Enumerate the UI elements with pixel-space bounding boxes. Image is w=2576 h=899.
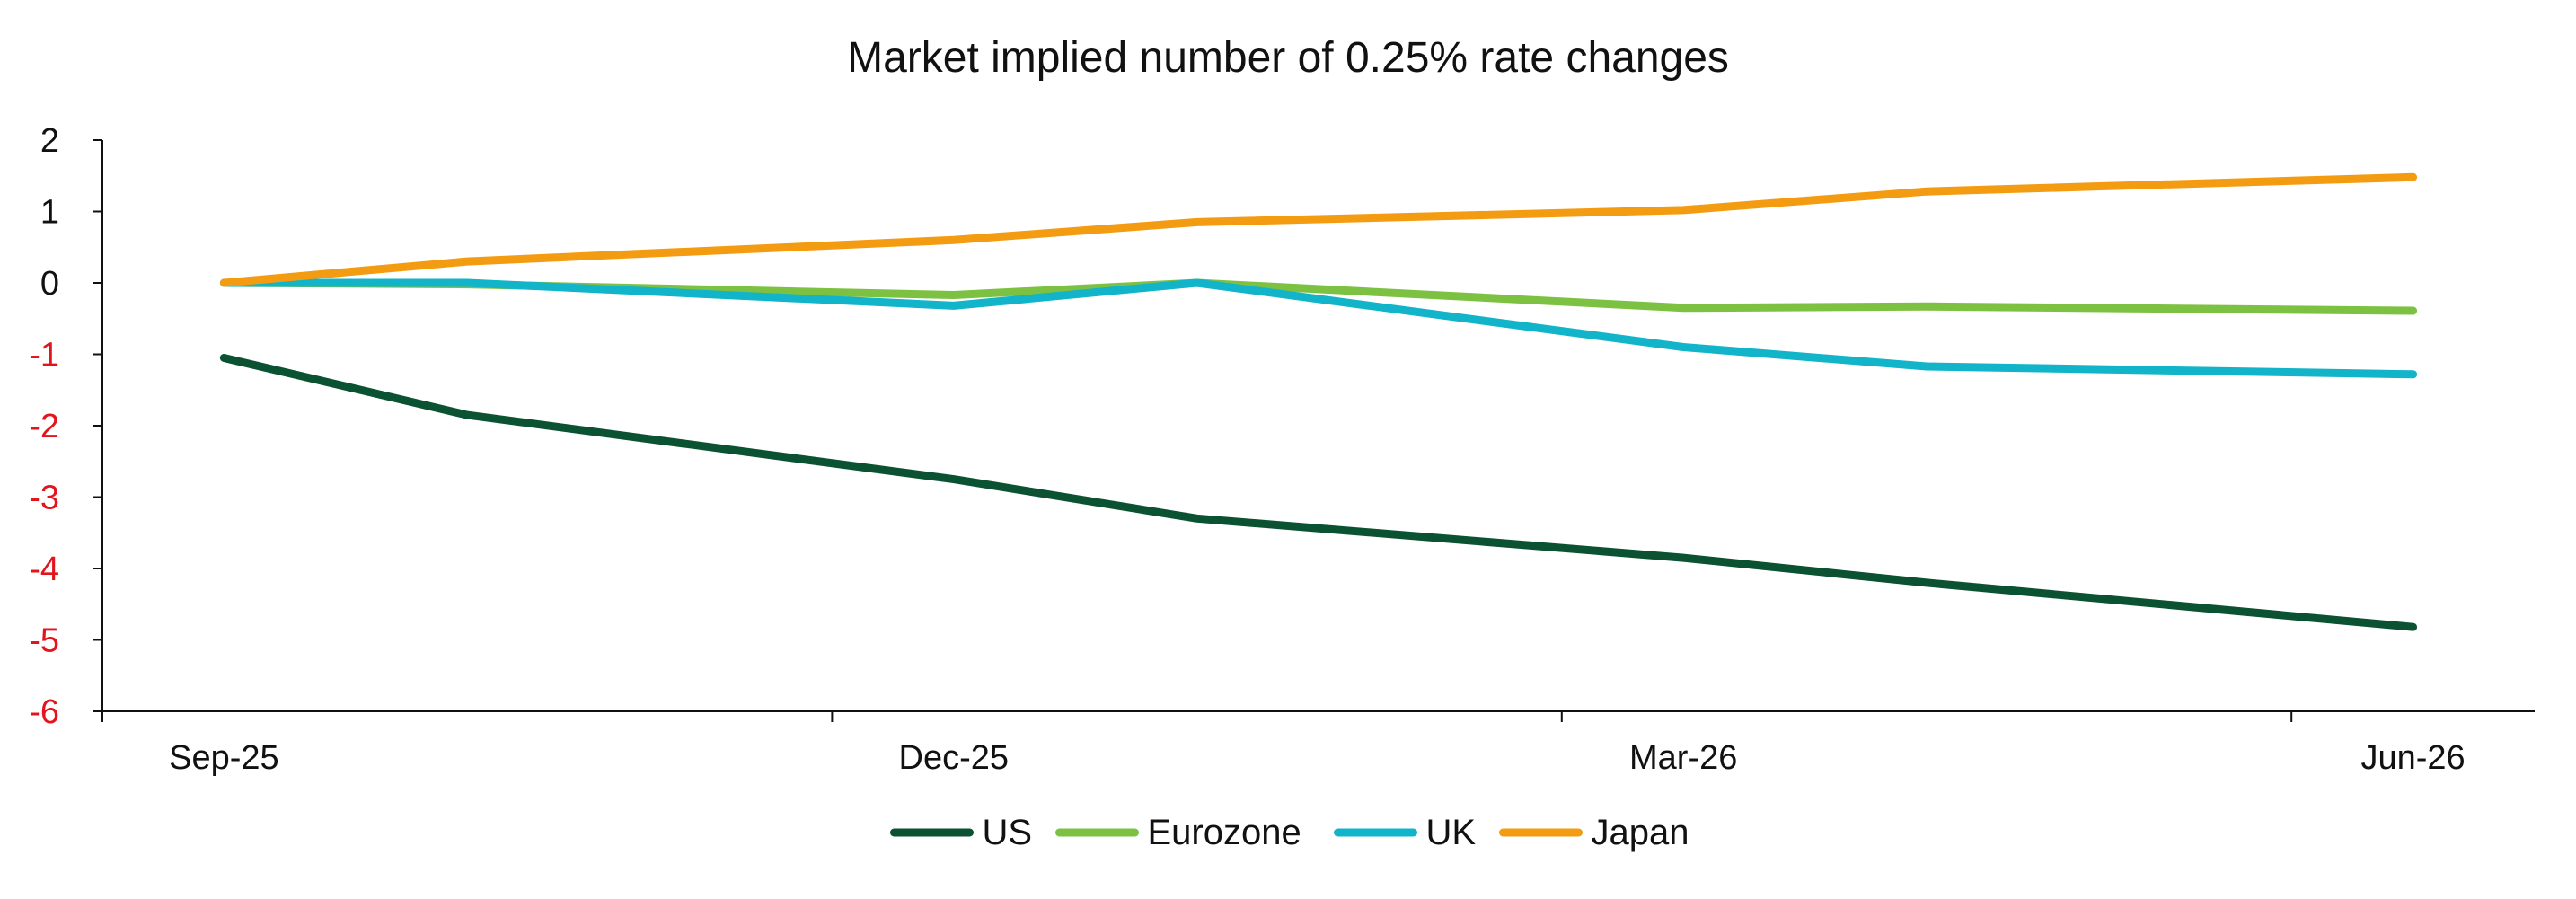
legend-item-uk: UK xyxy=(1334,813,1477,852)
series-line-japan xyxy=(219,172,2418,287)
legend-item-eurozone: Eurozone xyxy=(1055,813,1301,852)
y-tick-label: -2 xyxy=(29,408,59,445)
x-tick-label: Sep-25 xyxy=(169,739,279,777)
legend-label: US xyxy=(983,813,1033,852)
y-tick-label: 0 xyxy=(40,265,59,303)
x-tick-label: Jun-26 xyxy=(2360,739,2465,777)
y-tick-label: -4 xyxy=(29,551,59,588)
y-tick-label: 1 xyxy=(40,194,59,232)
y-tick-label: -6 xyxy=(29,693,59,731)
legend: US Eurozone UK Japan xyxy=(890,813,1689,852)
legend-item-us: US xyxy=(890,813,1033,852)
chart-title: Market implied number of 0.25% rate chan… xyxy=(847,34,1729,82)
x-tick-label: Dec-25 xyxy=(899,739,1010,777)
x-tick-label: Mar-26 xyxy=(1629,739,1737,777)
legend-label: Japan xyxy=(1592,813,1689,852)
y-tick-label: -1 xyxy=(29,337,59,375)
legend-label: UK xyxy=(1426,813,1477,852)
series-line-us xyxy=(219,354,2418,631)
legend-label: Eurozone xyxy=(1148,813,1301,852)
axes: 2 1 0 -1 -2 -3 -4 -5 -6 Sep-25 Dec-25 Mar-26 Jun-26 xyxy=(29,122,2535,777)
y-tick-label: 2 xyxy=(40,122,59,160)
y-tick-label: -5 xyxy=(29,622,59,660)
legend-item-japan: Japan xyxy=(1499,813,1689,852)
series-lines xyxy=(219,172,2418,631)
series-line-uk xyxy=(219,278,2418,379)
y-tick-label: -3 xyxy=(29,480,59,517)
